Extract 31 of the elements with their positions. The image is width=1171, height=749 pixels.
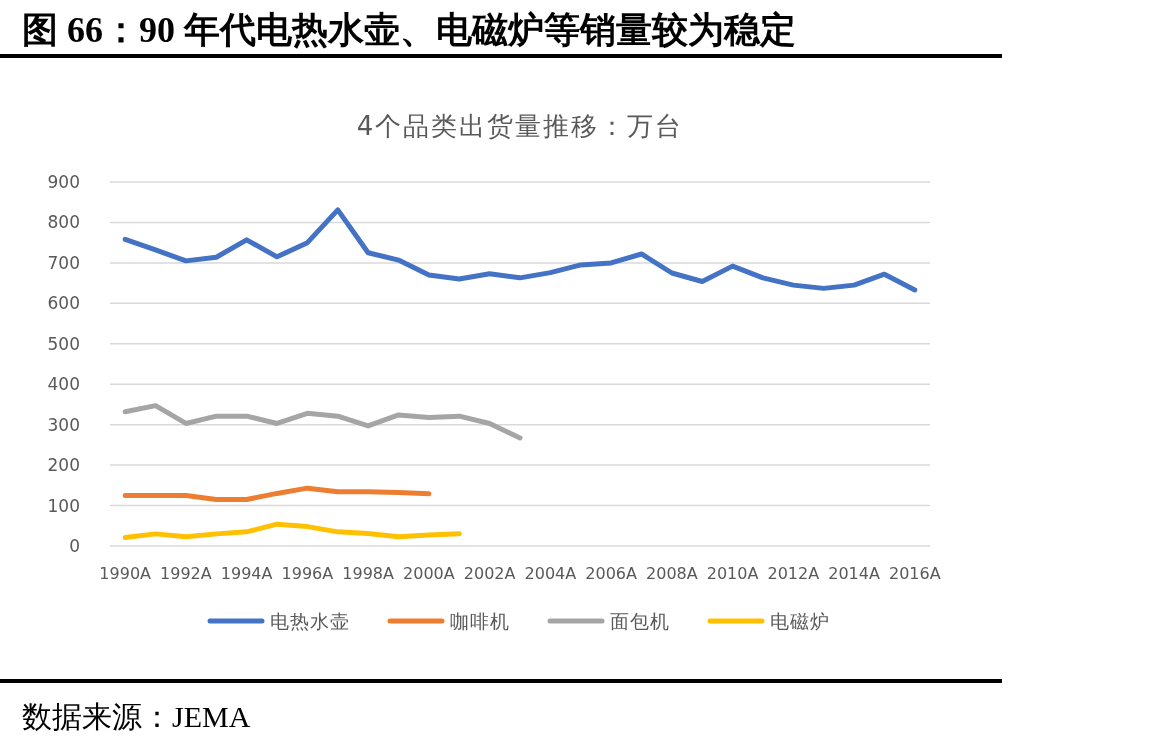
x-tick-label: 2002A — [463, 564, 516, 583]
chart-subtitle: 4个品类出货量推移：万台 — [356, 111, 684, 141]
x-tick-label: 1992A — [160, 564, 212, 583]
legend-label: 电热水壶 — [270, 610, 350, 632]
y-tick-label: 200 — [47, 455, 80, 476]
y-tick-label: 500 — [47, 333, 80, 354]
y-tick-label: 900 — [47, 172, 80, 192]
x-tick-label: 2004A — [524, 564, 577, 583]
y-tick-label: 100 — [47, 495, 80, 516]
x-tick-label: 2014A — [828, 564, 880, 583]
y-tick-label: 300 — [47, 414, 80, 435]
x-tick-label: 1996A — [281, 564, 334, 583]
y-tick-label: 0 — [69, 536, 80, 556]
legend-label: 咖啡机 — [450, 610, 510, 632]
source-note: 数据来源：JEMA — [22, 700, 251, 733]
chart-title: 图 66：90 年代电热水壶、电磁炉等销量较为稳定 — [22, 10, 796, 50]
x-tick-label: 2008A — [646, 564, 698, 583]
y-tick-label: 400 — [47, 374, 80, 395]
x-tick-label: 2012A — [767, 564, 820, 583]
y-tick-label: 600 — [47, 293, 80, 314]
y-tick-label: 700 — [47, 252, 80, 273]
x-tick-label: 2010A — [706, 564, 759, 583]
x-tick-label: 1998A — [342, 564, 395, 583]
x-tick-label: 2000A — [403, 564, 455, 583]
y-tick-label: 800 — [47, 212, 80, 233]
x-tick-label: 1994A — [220, 564, 273, 583]
legend-label: 电磁炉 — [770, 610, 830, 632]
x-tick-label: 1990A — [99, 564, 152, 583]
x-tick-label: 2006A — [585, 564, 637, 583]
legend-label: 面包机 — [610, 610, 670, 632]
x-tick-label: 2016A — [888, 564, 941, 583]
